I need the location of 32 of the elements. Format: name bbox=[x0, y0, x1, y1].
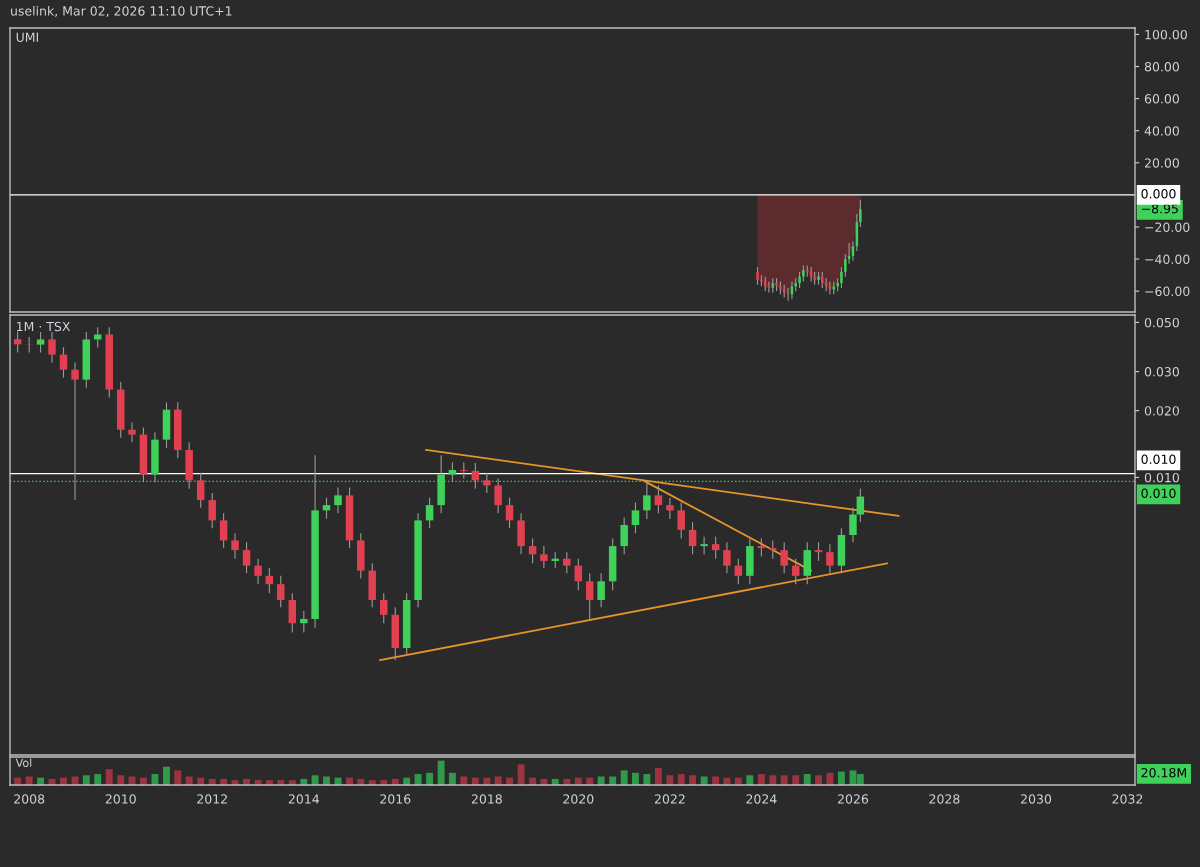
x-tick-label: 2024 bbox=[746, 794, 777, 804]
annotation: Vol bbox=[15, 758, 32, 767]
x-tick-label: 2020 bbox=[563, 794, 594, 804]
y-tick-label: −40.00 bbox=[1145, 254, 1190, 264]
x-tick-label: 2010 bbox=[105, 794, 136, 804]
y-tick-label: 0.030 bbox=[1144, 367, 1179, 377]
y-tick-label: 80.00 bbox=[1144, 61, 1179, 72]
x-tick-label: 2030 bbox=[1021, 794, 1052, 804]
y-tick-label: 0.020 bbox=[1144, 406, 1179, 416]
text: uselink, Mar 02, 2026 11:10 UTC+1 bbox=[11, 5, 232, 17]
x-tick-label: 2012 bbox=[197, 794, 227, 804]
x-tick-label: 2016 bbox=[380, 794, 411, 804]
x-tick-label: 2032 bbox=[1112, 794, 1143, 804]
chart-title: UMI bbox=[16, 32, 39, 42]
x-tick-label: 2022 bbox=[654, 794, 685, 804]
text: 20.18M bbox=[1141, 767, 1186, 778]
x-tick-label: 2008 bbox=[14, 794, 45, 804]
chart-title: 1M · TSX bbox=[17, 321, 71, 332]
text: −8.95 bbox=[1141, 203, 1178, 214]
x-tick-label: 2028 bbox=[929, 794, 960, 804]
y-tick-label: 20.00 bbox=[1144, 158, 1179, 168]
x-tick-label: 2018 bbox=[471, 794, 502, 804]
x-tick-label: 2014 bbox=[288, 794, 320, 804]
x-tick-label: 2026 bbox=[837, 794, 869, 804]
y-tick-label: −60.00 bbox=[1145, 286, 1190, 297]
y-tick-label: 0.010 bbox=[1144, 472, 1179, 483]
y-tick-label: −20.00 bbox=[1145, 222, 1190, 232]
y-tick-label: 60.00 bbox=[1144, 94, 1179, 104]
y-tick-label: 0.050 bbox=[1144, 317, 1179, 328]
ref-line-label: 0.000 bbox=[1141, 189, 1176, 199]
y-tick-label: 40.00 bbox=[1144, 126, 1179, 136]
y-tick-label: 100.00 bbox=[1145, 29, 1187, 40]
